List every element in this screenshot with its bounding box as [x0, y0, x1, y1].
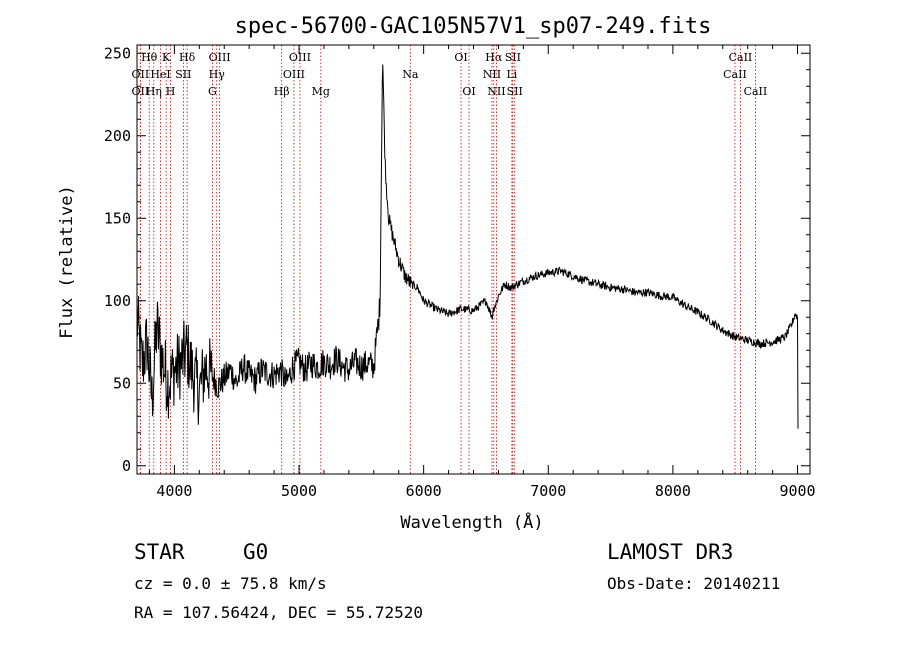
- spectrum-series-line: [136, 64, 799, 429]
- y-tick-label: 50: [113, 374, 131, 392]
- line-label: H: [166, 85, 176, 98]
- line-label: OIII: [209, 51, 231, 64]
- line-label: Mg: [312, 85, 330, 98]
- x-tick-label: 8000: [655, 482, 691, 500]
- line-label: NII: [483, 68, 501, 81]
- line-label: CaII: [744, 85, 768, 98]
- line-label: Hγ: [209, 68, 226, 81]
- x-tick-label: 9000: [779, 482, 815, 500]
- y-tick-label: 150: [104, 209, 131, 227]
- line-label: SII: [507, 85, 523, 98]
- y-tick-label: 250: [104, 44, 131, 62]
- y-tick-label: 100: [104, 292, 131, 310]
- line-label: OII: [132, 85, 150, 98]
- line-label: OIII: [283, 68, 305, 81]
- line-label: Na: [402, 68, 419, 81]
- object-class: STAR: [134, 540, 185, 564]
- line-label: G: [208, 85, 217, 98]
- line-label: NII: [487, 85, 505, 98]
- x-tick-label: 5000: [281, 482, 317, 500]
- redshift-readout: cz = 0.0 ± 75.8 km/s: [134, 574, 327, 593]
- line-label: Hδ: [179, 51, 196, 64]
- line-label: CaII: [723, 68, 747, 81]
- coordinates: RA = 107.56424, DEC = 55.72520: [134, 603, 423, 622]
- y-tick-label: 200: [104, 127, 131, 145]
- line-label: SII: [175, 68, 191, 81]
- x-tick-label: 4000: [156, 482, 192, 500]
- line-label: Hθ: [141, 51, 158, 64]
- line-label: Hα: [485, 51, 503, 64]
- line-label: SII: [505, 51, 521, 64]
- line-label: Hη: [146, 85, 162, 98]
- line-label: CaII: [729, 51, 753, 64]
- line-label: OI: [462, 85, 475, 98]
- plot-frame: [136, 44, 811, 475]
- line-label: OI: [454, 51, 467, 64]
- y-axis-label: Flux (relative): [57, 185, 77, 339]
- line-label: K: [162, 51, 171, 64]
- line-label: Hβ: [274, 85, 290, 98]
- chart-title: spec-56700-GAC105N57V1_sp07-249.fits: [235, 14, 712, 39]
- line-label: OIII: [289, 51, 311, 64]
- line-label: HeI: [150, 68, 170, 81]
- spectral-subclass: G0: [243, 540, 269, 564]
- obs-date: Obs-Date: 20140211: [607, 574, 781, 593]
- line-label: Li: [506, 68, 517, 81]
- x-tick-label: 7000: [530, 482, 566, 500]
- x-tick-label: 6000: [406, 482, 442, 500]
- survey-name: LAMOST DR3: [607, 540, 734, 564]
- x-axis-label: Wavelength (Å): [400, 511, 543, 533]
- y-tick-label: 0: [122, 457, 131, 475]
